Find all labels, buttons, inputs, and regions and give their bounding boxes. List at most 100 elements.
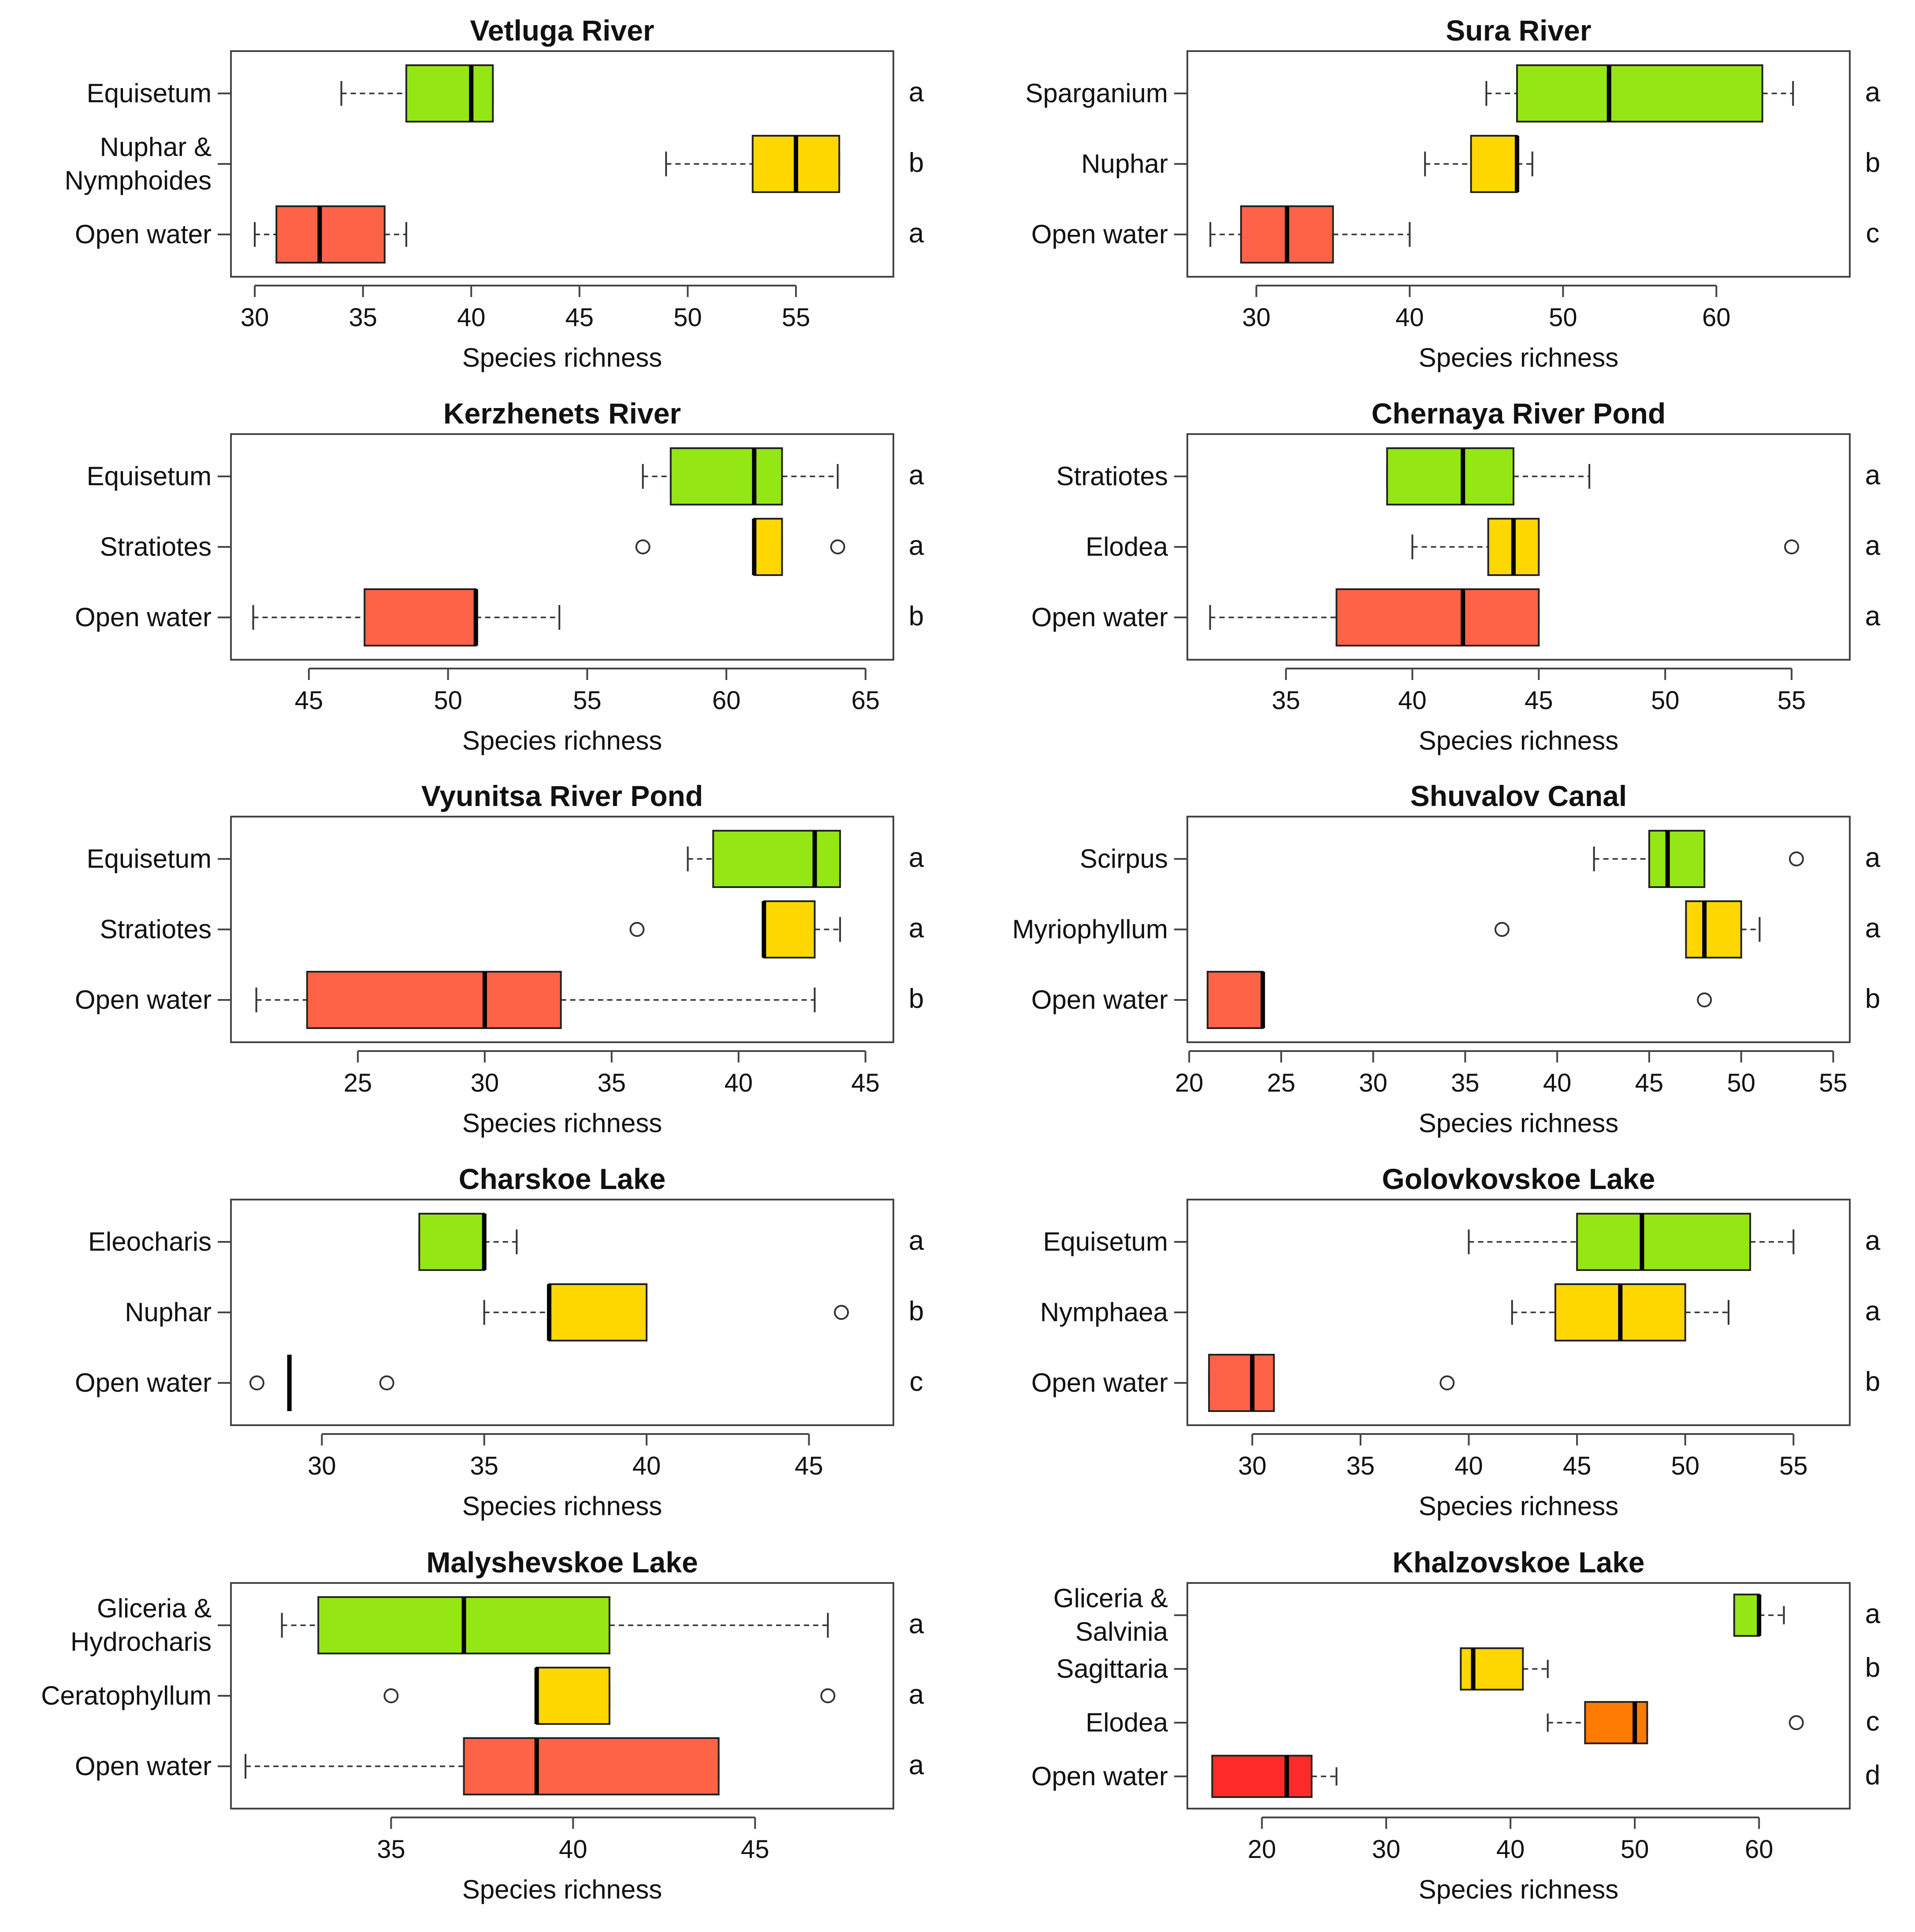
panel-chernaya-river-pond: Chernaya River Pond 35 40 45 50 55 Species ric… <box>1031 397 1881 755</box>
significance-letter: a <box>909 1679 924 1710</box>
iqr-box <box>548 1283 648 1341</box>
x-tick-label: 20 <box>1175 1069 1204 1097</box>
panel-title: Vetluga River <box>470 14 654 47</box>
x-tick-label: 30 <box>1238 1452 1267 1480</box>
significance-letter: a <box>909 1226 924 1256</box>
iqr-box <box>753 518 783 576</box>
x-axis-label: Species richness <box>462 1108 662 1138</box>
significance-letter: a <box>1865 1296 1881 1326</box>
iqr-box <box>1460 1647 1524 1691</box>
iqr-box <box>1648 830 1706 888</box>
x-tick-label: 40 <box>632 1452 661 1480</box>
x-tick-label: 30 <box>308 1452 336 1480</box>
category-label: Open water <box>75 1751 212 1781</box>
category-label: Elodea <box>1086 1708 1168 1737</box>
x-axis-label: Species richness <box>1419 1875 1619 1904</box>
outlier-point <box>379 1375 394 1390</box>
category-label: Myriophyllum <box>1012 914 1168 944</box>
significance-letter: a <box>1865 460 1881 490</box>
panel-shuvalov-canal: Shuvalov Canal 20 25 30 35 40 45 50 55 Species ri… <box>1012 780 1881 1138</box>
outlier-point <box>1439 1375 1455 1390</box>
iqr-box <box>1211 1754 1313 1798</box>
x-tick-label: 30 <box>1359 1069 1387 1097</box>
category-label: Gliceria & <box>1053 1583 1168 1613</box>
significance-letter: d <box>1865 1760 1880 1791</box>
category-label: Open water <box>75 219 212 249</box>
x-axis-label: Species richness <box>462 1491 662 1521</box>
category-label: Stratiotes <box>100 532 212 561</box>
iqr-box <box>275 205 386 264</box>
category-label: Salvinia <box>1075 1617 1168 1646</box>
x-axis-label: Species richness <box>462 343 662 372</box>
significance-letter: a <box>909 913 924 944</box>
x-tick-label: 60 <box>1702 303 1731 332</box>
outlier-point <box>249 1375 264 1390</box>
x-tick-label: 50 <box>1621 1835 1649 1864</box>
category-label: Sagittaria <box>1056 1654 1168 1683</box>
category-label: Elodea <box>1086 532 1168 561</box>
iqr-box <box>1576 1213 1751 1271</box>
x-tick-label: 40 <box>1496 1835 1525 1864</box>
significance-letter: a <box>1865 843 1881 873</box>
iqr-box <box>463 1737 720 1795</box>
significance-letter: b <box>909 601 924 632</box>
significance-letter: c <box>1866 1706 1880 1737</box>
iqr-box <box>712 830 841 888</box>
x-tick-label: 45 <box>795 1452 823 1480</box>
category-label: Open water <box>75 1368 212 1397</box>
outlier-point <box>830 539 845 554</box>
panel-title: Golovkovskoe Lake <box>1382 1163 1655 1195</box>
x-tick-label: 40 <box>1398 686 1427 715</box>
outlier-point <box>834 1305 849 1320</box>
x-tick-label: 35 <box>1272 686 1300 715</box>
iqr-box <box>418 1213 485 1271</box>
x-tick-label: 45 <box>1635 1069 1664 1097</box>
x-tick-label: 45 <box>741 1835 770 1864</box>
panel-title: Khalzovskoe Lake <box>1392 1546 1644 1579</box>
category-label: Open water <box>1031 1368 1168 1397</box>
panel-malyshevskoe-lake: Malyshevskoe Lake 35 40 45 Species richness G… <box>41 1546 924 1904</box>
category-label: Open water <box>1031 985 1168 1014</box>
significance-letter: a <box>1865 531 1881 561</box>
category-label: Gliceria & <box>97 1594 212 1623</box>
x-tick-label: 45 <box>565 303 594 332</box>
category-label: Hydrocharis <box>71 1627 212 1657</box>
significance-letter: a <box>909 843 924 873</box>
iqr-box <box>535 1667 610 1725</box>
x-tick-label: 45 <box>1563 1452 1591 1480</box>
category-label: Open water <box>75 985 212 1014</box>
category-label: Equisetum <box>87 78 212 108</box>
significance-letter: b <box>1865 148 1880 178</box>
outlier-point <box>1789 1715 1804 1730</box>
category-label: Equisetum <box>1043 1227 1168 1256</box>
x-tick-label: 55 <box>1779 1452 1808 1480</box>
x-tick-label: 40 <box>724 1069 753 1097</box>
x-tick-label: 45 <box>851 1069 880 1097</box>
category-label: Open water <box>75 602 212 632</box>
x-tick-label: 40 <box>457 303 486 332</box>
panel-charskoe-lake: Charskoe Lake 30 35 40 45 Species richness Ele… <box>75 1163 924 1521</box>
x-tick-label: 50 <box>1727 1069 1755 1097</box>
x-tick-label: 30 <box>1372 1835 1401 1864</box>
x-tick-label: 45 <box>295 686 324 715</box>
significance-letter: a <box>1865 1226 1881 1256</box>
x-axis-label: Species richness <box>462 1875 662 1904</box>
iqr-box <box>306 971 562 1029</box>
significance-letter: a <box>909 77 924 108</box>
panel-title: Shuvalov Canal <box>1410 780 1627 812</box>
x-tick-label: 25 <box>1267 1069 1296 1097</box>
x-tick-label: 35 <box>598 1069 626 1097</box>
category-label: Equisetum <box>87 461 212 491</box>
x-tick-label: 65 <box>852 686 880 715</box>
x-tick-label: 50 <box>1549 303 1577 332</box>
iqr-box <box>405 64 494 123</box>
iqr-box <box>364 588 477 646</box>
category-label: Equisetum <box>87 844 212 873</box>
iqr-box <box>1733 1594 1760 1637</box>
x-tick-label: 50 <box>1671 1452 1699 1480</box>
x-tick-label: 40 <box>1454 1452 1483 1480</box>
significance-letter: a <box>1865 913 1881 944</box>
outlier-point <box>383 1688 399 1703</box>
category-label: Ceratophyllum <box>41 1681 212 1710</box>
